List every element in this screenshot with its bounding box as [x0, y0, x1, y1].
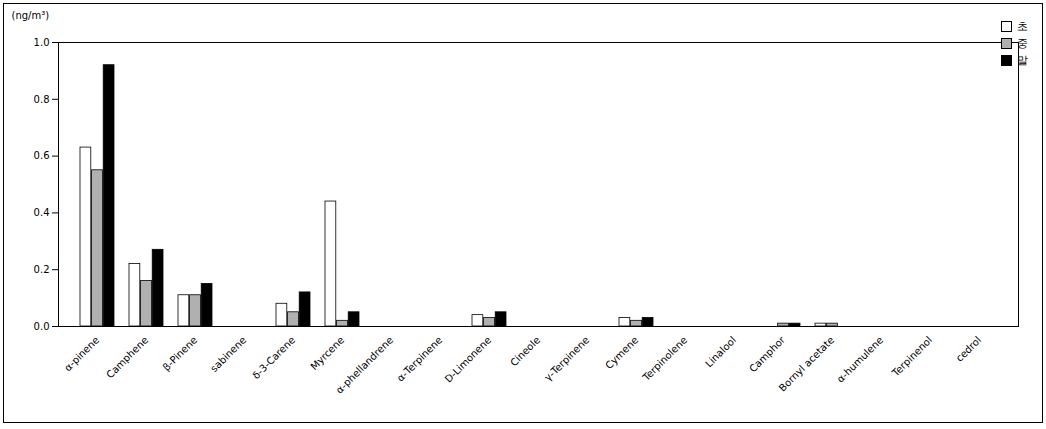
svg-text:Camphor: Camphor: [747, 334, 788, 375]
svg-text:Bornyl acetate: Bornyl acetate: [777, 334, 836, 393]
svg-text:1.0: 1.0: [34, 37, 50, 48]
svg-text:0.2: 0.2: [34, 264, 50, 275]
svg-text:Cymene: Cymene: [603, 334, 640, 371]
svg-text:(ng/m³): (ng/m³): [12, 10, 50, 21]
html-text:중: 중: [1017, 37, 1028, 50]
svg-text:cedrol: cedrol: [954, 334, 984, 364]
svg-text:sabinene: sabinene: [208, 334, 248, 374]
html-text:말: 말: [1017, 54, 1028, 67]
svg-text:α-pinene: α-pinene: [62, 334, 101, 373]
html-text:초: 초: [1017, 20, 1028, 33]
svg-text:Myrcene: Myrcene: [308, 334, 346, 372]
svg-text:Cineole: Cineole: [508, 334, 542, 368]
svg-text:Camphene: Camphene: [104, 334, 150, 380]
svg-text:Terpinenol: Terpinenol: [889, 334, 934, 379]
svg-text:α-humulene: α-humulene: [835, 334, 885, 384]
svg-text:β-Pinene: β-Pinene: [161, 334, 200, 373]
svg-text:Terpinolene: Terpinolene: [640, 334, 689, 383]
svg-text:0.0: 0.0: [34, 321, 50, 332]
svg-text:Linalool: Linalool: [703, 334, 738, 369]
svg-text:δ-3-Carene: δ-3-Carene: [250, 334, 297, 381]
svg-text:0.4: 0.4: [34, 207, 50, 218]
svg-text:D-Limonene: D-Limonene: [443, 334, 494, 385]
svg-text:0.8: 0.8: [34, 94, 50, 105]
svg-text:α-Terpinene: α-Terpinene: [395, 334, 444, 383]
svg-text:0.6: 0.6: [34, 150, 50, 161]
svg-text:α-phellandrene: α-phellandrene: [334, 334, 395, 395]
svg-text:γ-Terpinene: γ-Terpinene: [542, 334, 591, 383]
